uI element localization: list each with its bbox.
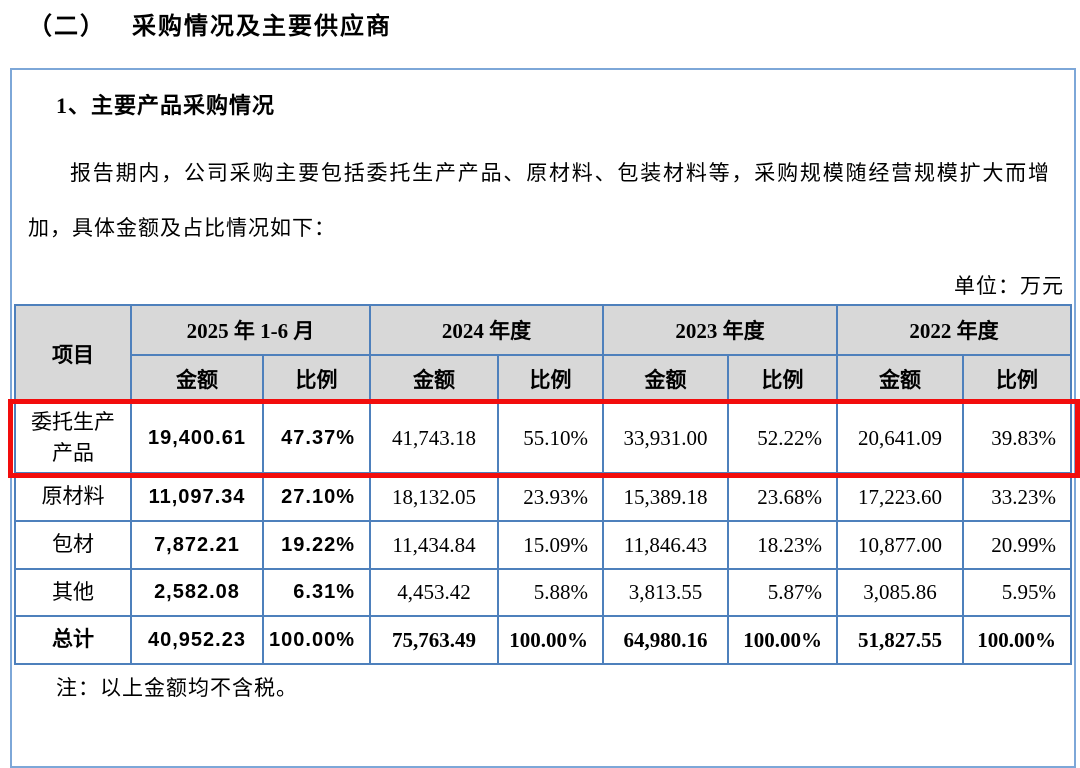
ratio-cell: 23.93% — [497, 472, 604, 522]
amount-cell: 7,872.21 — [130, 520, 264, 570]
row-label: 原材料 — [14, 472, 132, 522]
ratio-cell: 6.31% — [262, 568, 371, 617]
ratio-cell: 15.09% — [497, 520, 604, 570]
amount-cell: 64,980.16 — [602, 615, 729, 665]
table-header-row-periods: 项目 2025 年 1-6 月 2024 年度 2023 年度 2022 年度 — [14, 304, 1072, 404]
table-header-row-sub: 金额 比例 金额 比例 金额 比例 金额 比例 — [15, 354, 1072, 404]
ratio-cell: 33.23% — [962, 472, 1072, 522]
ratio-header: 比例 — [262, 354, 371, 404]
ratio-cell: 100.00% — [727, 615, 838, 665]
ratio-cell: 18.23% — [727, 520, 838, 570]
page-title-text: 采购情况及主要供应商 — [132, 14, 392, 40]
ratio-header: 比例 — [727, 354, 838, 404]
ratio-cell: 23.68% — [727, 472, 838, 522]
amount-cell: 75,763.49 — [369, 615, 499, 665]
amount-cell: 3,085.86 — [836, 568, 964, 617]
amount-header: 金额 — [602, 354, 729, 404]
procurement-table: 项目 2025 年 1-6 月 2024 年度 2023 年度 2022 年度 … — [14, 304, 1072, 665]
row-label: 总计 — [14, 615, 132, 665]
amount-cell: 51,827.55 — [836, 615, 964, 665]
amount-cell: 10,877.00 — [836, 520, 964, 570]
amount-cell: 2,582.08 — [130, 568, 264, 617]
ratio-cell: 5.88% — [497, 568, 604, 617]
ratio-header: 比例 — [962, 354, 1072, 404]
ratio-cell: 5.95% — [962, 568, 1072, 617]
table-row-consigned-production: 委托生产产品 19,400.61 47.37% 41,743.18 55.10%… — [14, 402, 1072, 474]
amount-cell: 40,952.23 — [130, 615, 264, 665]
intro-paragraph: 报告期内，公司采购主要包括委托生产产品、原材料、包装材料等，采购规模随经营规模扩… — [28, 161, 1050, 240]
page-title-number: （二） — [28, 14, 106, 40]
ratio-cell: 100.00% — [497, 615, 604, 665]
period-header-2023: 2023 年度 — [602, 304, 838, 356]
period-header-2024: 2024 年度 — [369, 304, 604, 356]
ratio-cell: 52.22% — [727, 402, 838, 474]
table-row-total: 总计 40,952.23 100.00% 75,763.49 100.00% 6… — [14, 615, 1072, 665]
item-column-header: 项目 — [14, 304, 132, 404]
ratio-cell: 100.00% — [262, 615, 371, 665]
amount-header: 金额 — [130, 354, 264, 404]
content-box: 1、主要产品采购情况 报告期内，公司采购主要包括委托生产产品、原材料、包装材料等… — [8, 68, 1080, 768]
unit-label: 单位：万元 — [954, 274, 1064, 298]
row-label: 包材 — [14, 520, 132, 570]
ratio-cell: 20.99% — [962, 520, 1072, 570]
amount-cell: 11,846.43 — [602, 520, 729, 570]
amount-cell: 11,097.34 — [130, 472, 264, 522]
table-wrap: 项目 2025 年 1-6 月 2024 年度 2023 年度 2022 年度 … — [8, 304, 1080, 665]
table-row-packaging: 包材 7,872.21 19.22% 11,434.84 15.09% 11,8… — [14, 520, 1072, 570]
amount-header: 金额 — [836, 354, 964, 404]
table-row-other: 其他 2,582.08 6.31% 4,453.42 5.88% 3,813.5… — [14, 568, 1072, 617]
amount-cell: 17,223.60 — [836, 472, 964, 522]
row-label: 委托生产产品 — [14, 402, 132, 474]
amount-header: 金额 — [369, 354, 499, 404]
period-header-2025: 2025 年 1-6 月 — [130, 304, 371, 356]
amount-cell: 33,931.00 — [602, 402, 729, 474]
amount-cell: 11,434.84 — [369, 520, 499, 570]
ratio-cell: 47.37% — [262, 402, 371, 474]
amount-cell: 41,743.18 — [369, 402, 499, 474]
amount-cell: 19,400.61 — [130, 402, 264, 474]
ratio-header: 比例 — [497, 354, 604, 404]
amount-cell: 4,453.42 — [369, 568, 499, 617]
row-label: 其他 — [14, 568, 132, 617]
ratio-cell: 19.22% — [262, 520, 371, 570]
amount-cell: 3,813.55 — [602, 568, 729, 617]
period-header-2022: 2022 年度 — [836, 304, 1072, 356]
amount-cell: 20,641.09 — [836, 402, 964, 474]
ratio-cell: 55.10% — [497, 402, 604, 474]
table-row-raw-materials: 原材料 11,097.34 27.10% 18,132.05 23.93% 15… — [14, 472, 1072, 522]
page-title: （二） 采购情况及主要供应商 — [28, 6, 392, 41]
ratio-cell: 27.10% — [262, 472, 371, 522]
ratio-cell: 39.83% — [962, 402, 1072, 474]
ratio-cell: 5.87% — [727, 568, 838, 617]
section-title: 1、主要产品采购情况 — [56, 93, 276, 118]
amount-cell: 18,132.05 — [369, 472, 499, 522]
amount-cell: 15,389.18 — [602, 472, 729, 522]
ratio-cell: 100.00% — [962, 615, 1072, 665]
footnote: 注：以上金额均不含税。 — [56, 676, 298, 700]
